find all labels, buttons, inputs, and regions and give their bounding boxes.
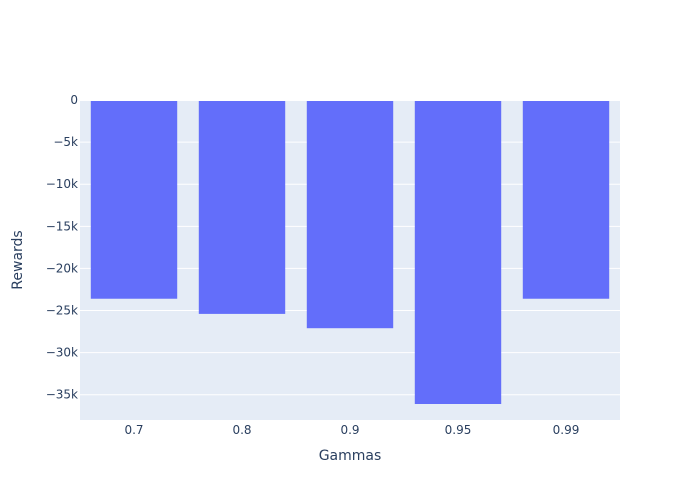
y-tick-label: −15k [46,219,78,233]
y-tick-label: −35k [46,388,78,402]
bars [80,99,620,404]
bar-0.95 [414,100,502,404]
bar-0.8 [198,100,286,314]
y-tick-label: −5k [53,135,78,149]
x-axis-title: Gammas [319,448,382,464]
x-axis-ticks: 0.7 0.8 0.9 0.95 0.99 [124,423,579,437]
y-axis-ticks: 0 −5k −10k −15k −20k −25k −30k −35k [46,93,78,402]
x-tick-label: 0.95 [445,423,472,437]
y-tick-label: −20k [46,261,78,275]
bar-0.99 [522,100,610,299]
x-tick-label: 0.99 [553,423,580,437]
y-tick-label: 0 [70,93,78,107]
y-tick-label: −30k [46,346,78,360]
x-tick-label: 0.9 [340,423,359,437]
bar-0.7 [90,100,178,299]
y-tick-label: −25k [46,304,78,318]
x-tick-label: 0.8 [232,423,251,437]
y-axis-title: Rewards [10,230,26,289]
bar-0.9 [306,100,394,329]
y-tick-label: −10k [46,177,78,191]
x-tick-label: 0.7 [124,423,143,437]
